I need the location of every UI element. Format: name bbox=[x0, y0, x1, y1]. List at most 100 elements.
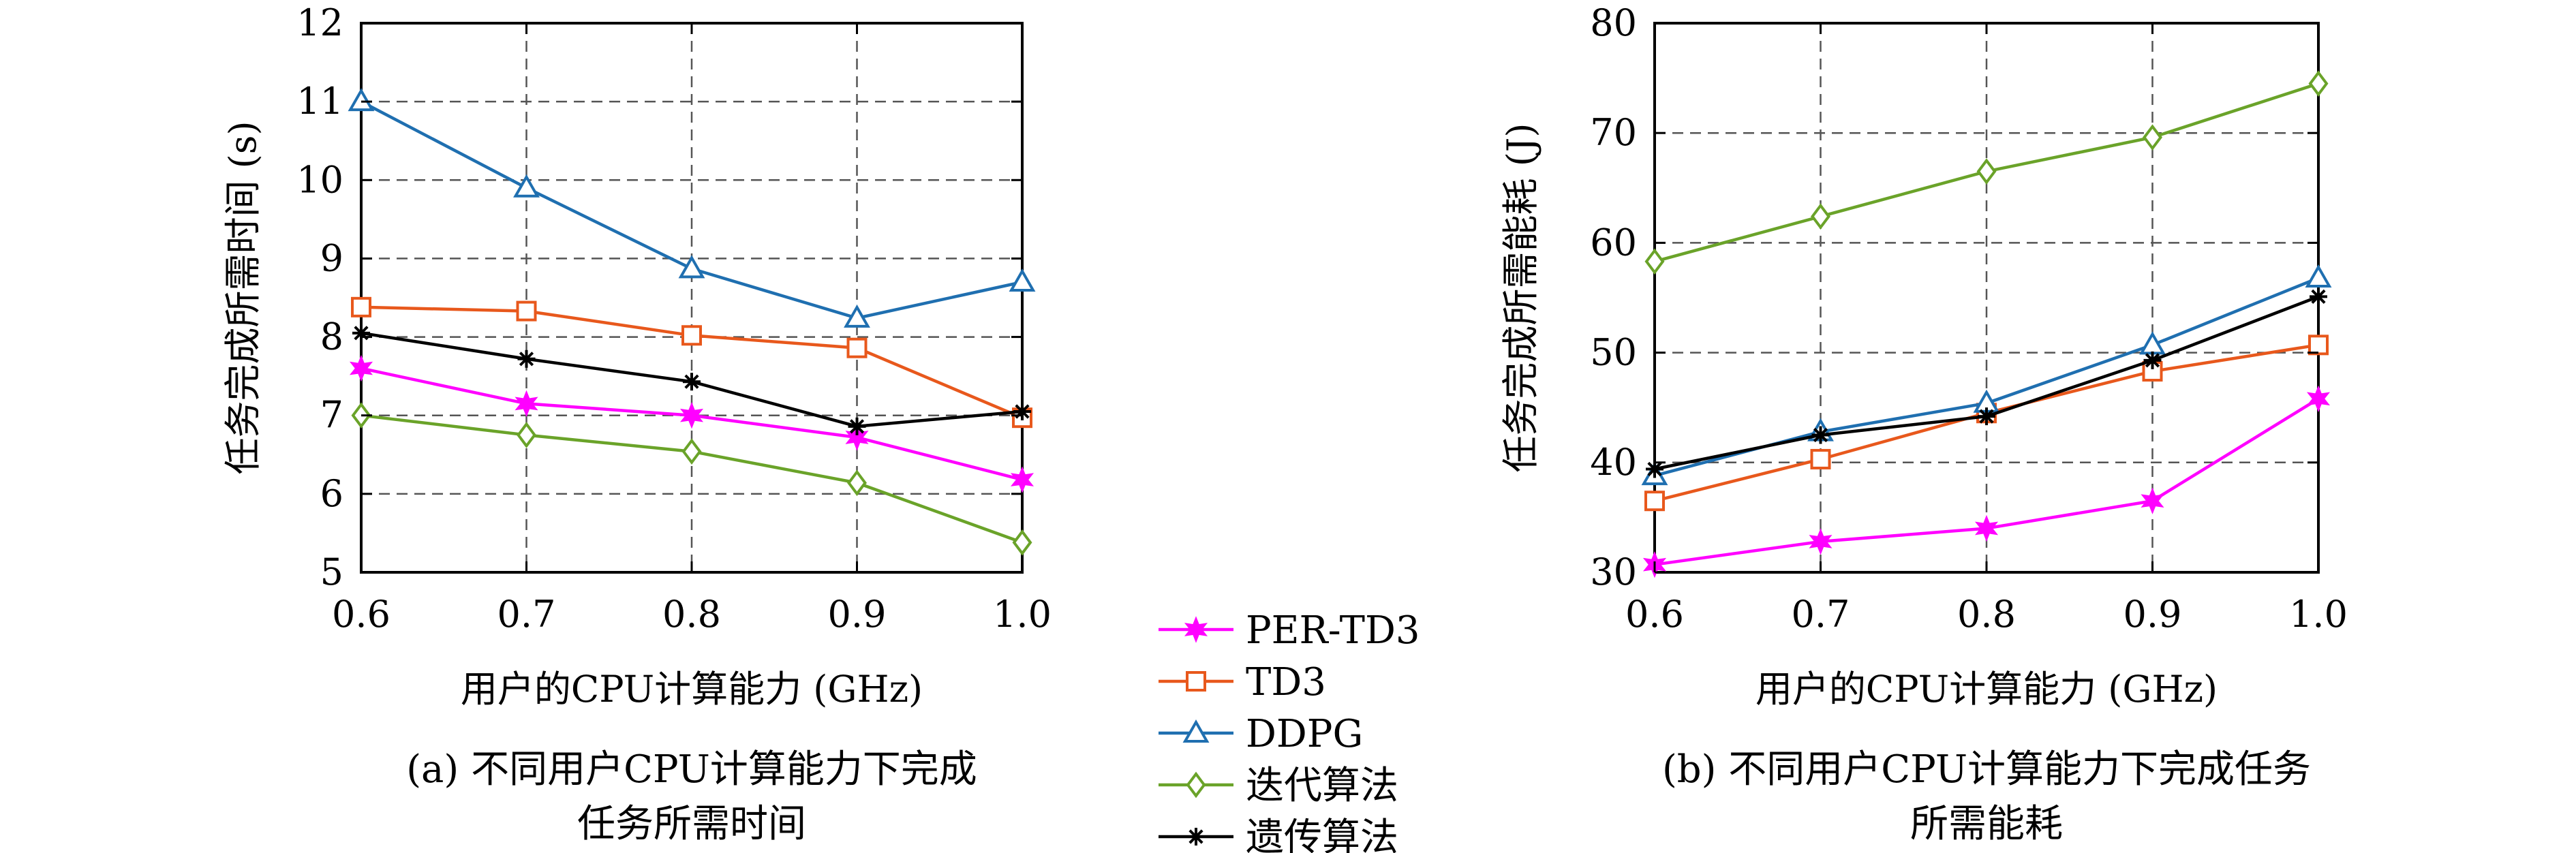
chart-b-point-genetic bbox=[1646, 460, 1663, 478]
chart-a-point-td3 bbox=[351, 296, 371, 317]
chart-a-point-ddpg bbox=[348, 88, 375, 112]
chart-b-point-genetic bbox=[1978, 407, 1995, 426]
chart-a-point-iterative bbox=[681, 438, 702, 465]
chart-b-point-iterative bbox=[1976, 158, 1997, 185]
chart-a-xtick-label: 0.7 bbox=[497, 593, 556, 636]
chart-a-point-ddpg bbox=[1009, 268, 1036, 292]
chart-a-xlabel: 用户的CPU计算能力 (GHz) bbox=[461, 668, 923, 711]
chart-b-ylabel: 任务完成所需能耗 (J) bbox=[1499, 123, 1542, 473]
chart-b-series bbox=[1641, 70, 2332, 578]
chart-a-xtick-label: 0.9 bbox=[828, 593, 887, 636]
chart-b-series-per-td3 bbox=[1642, 385, 2331, 578]
chart-a-point-genetic bbox=[1013, 402, 1031, 420]
chart-b-series-iterative bbox=[1644, 70, 2329, 275]
chart-a-point-td3 bbox=[846, 337, 868, 358]
chart-b: 30 40 50 60 70 80 0.6 0.7 0.8 0.9 1.0 用户的CPU计算能力 … bbox=[1499, 1, 2348, 846]
legend-label: DDPG bbox=[1246, 712, 1363, 756]
chart-a-xticks: 0.6 0.7 0.8 0.9 1.0 bbox=[332, 23, 1052, 636]
legend-swatch-marker bbox=[1186, 671, 1206, 692]
legend-item-iterative: 迭代算法 bbox=[1159, 764, 1398, 808]
chart-b-yticks: 30 40 50 60 70 80 bbox=[1590, 1, 2318, 593]
chart-a-xtick-label: 0.6 bbox=[332, 593, 390, 636]
chart-b-ytick-label: 70 bbox=[1590, 111, 1637, 154]
legend-item-per-td3: PER-TD3 bbox=[1159, 608, 1420, 653]
chart-a-point-genetic bbox=[683, 373, 701, 391]
chart-a-ytick-label: 6 bbox=[320, 472, 343, 515]
chart-b-point-iterative bbox=[1644, 248, 1665, 275]
chart-b-xtick-label: 0.9 bbox=[2123, 593, 2182, 636]
chart-a-point-genetic bbox=[848, 417, 866, 435]
chart-a-point-per-td3 bbox=[845, 424, 869, 451]
legend-item-ddpg: DDPG bbox=[1159, 712, 1363, 756]
chart-b-xticks: 0.6 0.7 0.8 0.9 1.0 bbox=[1625, 23, 2348, 636]
chart-b-caption-line-1: (b) 不同用户CPU计算能力下完成任务 bbox=[1662, 747, 2311, 792]
chart-a-caption-line-1: (a) 不同用户CPU计算能力下完成 bbox=[406, 747, 977, 792]
chart-a-point-td3 bbox=[681, 325, 702, 346]
chart-b-point-genetic bbox=[1811, 426, 1830, 444]
chart-b-point-per-td3 bbox=[1809, 528, 1833, 555]
legend-label: 迭代算法 bbox=[1246, 764, 1398, 808]
legend-label: TD3 bbox=[1246, 660, 1326, 704]
chart-a-point-per-td3 bbox=[679, 401, 704, 429]
chart-a-ytick-label: 11 bbox=[296, 80, 343, 123]
chart-a-ytick-label: 5 bbox=[320, 550, 343, 593]
chart-a-series-td3 bbox=[351, 296, 1032, 429]
chart-a-ytick-label: 9 bbox=[320, 236, 343, 279]
chart-b-point-td3 bbox=[1810, 448, 1831, 469]
legend-item-genetic: 遗传算法 bbox=[1159, 816, 1398, 853]
chart-a-ytick-label: 10 bbox=[296, 158, 343, 201]
chart-a-point-ddpg bbox=[678, 255, 705, 279]
chart-a-series-genetic bbox=[352, 324, 1031, 435]
chart-a-ytick-label: 8 bbox=[320, 315, 343, 358]
chart-b-point-iterative bbox=[2143, 124, 2162, 151]
chart-b-xlabel: 用户的CPU计算能力 (GHz) bbox=[1755, 668, 2218, 711]
chart-a-caption-line-2: 任务所需时间 bbox=[577, 802, 806, 846]
chart-a-point-per-td3 bbox=[515, 390, 538, 418]
chart-a-xtick-label: 1.0 bbox=[993, 593, 1052, 636]
legend-swatch-marker bbox=[1186, 771, 1206, 798]
chart-a-point-per-td3 bbox=[1010, 466, 1034, 493]
chart-b-ytick-label: 40 bbox=[1590, 441, 1637, 484]
chart-a-ytick-label: 7 bbox=[320, 394, 343, 437]
chart-b-point-iterative bbox=[2308, 70, 2329, 97]
chart-b-ytick-label: 80 bbox=[1590, 1, 1637, 44]
chart-b-caption-line-2: 所需能耗 bbox=[1910, 802, 2063, 846]
chart-b-ytick-label: 60 bbox=[1590, 221, 1637, 264]
chart-b-ytick-label: 50 bbox=[1590, 331, 1637, 374]
chart-b-xtick-label: 0.6 bbox=[1625, 593, 1684, 636]
chart-b-xtick-label: 0.8 bbox=[1957, 593, 2016, 636]
chart-b-point-ddpg bbox=[2139, 331, 2166, 355]
chart-a-point-iterative bbox=[1012, 529, 1032, 556]
legend-swatch-marker bbox=[1184, 616, 1208, 643]
chart-a-point-genetic bbox=[352, 324, 370, 342]
chart-b-point-per-td3 bbox=[2306, 385, 2331, 413]
chart-a-xtick-label: 0.8 bbox=[662, 593, 721, 636]
chart-a-point-ddpg bbox=[844, 304, 870, 328]
chart-a-grid bbox=[361, 23, 1022, 572]
chart-b-point-ddpg bbox=[2305, 264, 2332, 288]
legend-swatch-marker bbox=[1187, 828, 1205, 846]
legend-swatch-marker bbox=[1182, 719, 1210, 743]
chart-b-xtick-label: 1.0 bbox=[2289, 593, 2348, 636]
chart-a-point-iterative bbox=[847, 469, 867, 497]
chart-b-point-iterative bbox=[1811, 203, 1830, 230]
chart-a: 5 6 7 8 9 10 11 12 0.6 0.7 0.8 0.9 1.0 用户的CPU计算能力 (… bbox=[221, 1, 1052, 846]
chart-a-point-iterative bbox=[517, 422, 536, 448]
chart-b-point-genetic bbox=[2310, 288, 2327, 306]
chart-b-point-genetic bbox=[2143, 351, 2162, 369]
chart-a-yticks: 5 6 7 8 9 10 11 12 bbox=[296, 1, 1022, 593]
chart-a-series-ddpg bbox=[348, 88, 1036, 328]
chart-b-point-td3 bbox=[2308, 335, 2329, 356]
legend-label: 遗传算法 bbox=[1246, 816, 1398, 853]
chart-a-series bbox=[348, 88, 1036, 556]
legend-label: PER-TD3 bbox=[1246, 608, 1420, 653]
chart-a-point-per-td3 bbox=[349, 354, 373, 382]
chart-b-ytick-label: 30 bbox=[1590, 550, 1637, 593]
chart-b-point-per-td3 bbox=[1974, 514, 1999, 542]
chart-a-point-ddpg bbox=[513, 174, 540, 198]
chart-b-series-genetic bbox=[1646, 288, 2327, 478]
chart-a-ytick-label: 12 bbox=[296, 1, 343, 44]
legend-item-td3: TD3 bbox=[1159, 660, 1326, 704]
